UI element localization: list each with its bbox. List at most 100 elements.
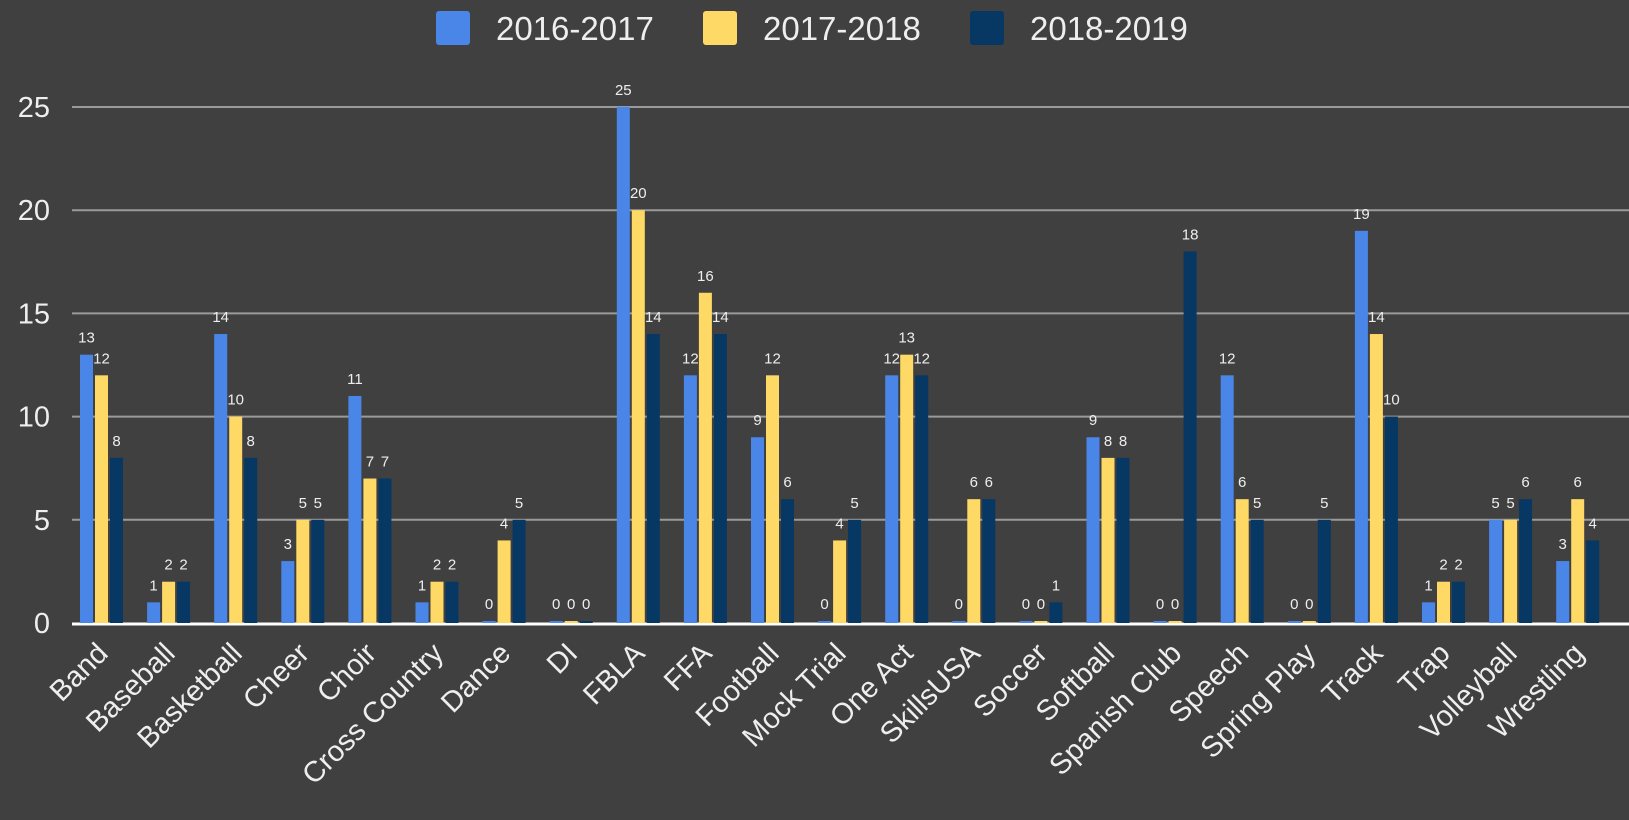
- data-label-cross-country-2017-2018: 2: [433, 557, 441, 574]
- data-label-football-2018-2019: 6: [783, 474, 791, 491]
- bar-volleyball-2018-2019[interactable]: [1519, 499, 1533, 623]
- bar-ffa-2016-2017[interactable]: [683, 375, 697, 623]
- bar-baseball-2018-2019[interactable]: [177, 581, 191, 623]
- bar-trap-2016-2017[interactable]: [1422, 602, 1435, 623]
- bar-speech-2017-2018[interactable]: [1235, 499, 1249, 623]
- bar-mock-trial-2018-2019[interactable]: [848, 519, 862, 623]
- bar-dance-2017-2018[interactable]: [497, 540, 511, 623]
- bar-speech-2016-2017[interactable]: [1220, 375, 1234, 623]
- bar-basketball-2018-2019[interactable]: [244, 457, 258, 623]
- bar-fbla-2018-2019[interactable]: [646, 334, 660, 623]
- bar-one-act-2018-2019[interactable]: [915, 375, 929, 623]
- bar-spring-play-2017-2018[interactable]: [1302, 621, 1316, 623]
- bar-ffa-2018-2019[interactable]: [713, 334, 727, 623]
- data-label-basketball-2018-2019: 8: [247, 433, 255, 450]
- legend-swatch-2016-2017[interactable]: [436, 11, 470, 45]
- bar-trap-2017-2018[interactable]: [1437, 581, 1450, 623]
- bar-choir-2017-2018[interactable]: [363, 478, 377, 623]
- bar-soccer-2018-2019[interactable]: [1049, 602, 1063, 623]
- data-label-volleyball-2017-2018: 5: [1506, 495, 1514, 512]
- bar-softball-2017-2018[interactable]: [1101, 457, 1115, 623]
- bar-dance-2018-2019[interactable]: [512, 519, 526, 623]
- bar-track-2018-2019[interactable]: [1384, 416, 1398, 623]
- data-label-spanish-club-2016-2017: 0: [1156, 596, 1164, 613]
- data-label-volleyball-2016-2017: 5: [1491, 495, 1499, 512]
- bar-soccer-2016-2017[interactable]: [1019, 621, 1033, 623]
- bar-track-2017-2018[interactable]: [1369, 334, 1383, 623]
- data-label-choir-2016-2017: 11: [347, 371, 363, 388]
- bar-choir-2016-2017[interactable]: [348, 395, 362, 623]
- bar-volleyball-2016-2017[interactable]: [1489, 519, 1503, 623]
- bar-spanish-club-2016-2017[interactable]: [1153, 621, 1167, 623]
- bar-speech-2018-2019[interactable]: [1250, 519, 1264, 623]
- bar-mock-trial-2017-2018[interactable]: [833, 540, 847, 623]
- legend-swatch-2017-2018[interactable]: [703, 11, 737, 45]
- bar-di-2016-2017[interactable]: [549, 621, 563, 623]
- bar-di-2017-2018[interactable]: [564, 621, 578, 623]
- data-label-wrestling-2016-2017: 3: [1559, 536, 1567, 553]
- bar-basketball-2016-2017[interactable]: [214, 334, 228, 623]
- bar-basketball-2017-2018[interactable]: [229, 416, 243, 623]
- bar-baseball-2016-2017[interactable]: [147, 602, 161, 623]
- data-label-fbla-2017-2018: 20: [630, 185, 647, 202]
- bar-track-2016-2017[interactable]: [1354, 230, 1368, 623]
- bar-football-2018-2019[interactable]: [781, 499, 794, 623]
- bar-soccer-2017-2018[interactable]: [1034, 621, 1048, 623]
- data-label-ffa-2017-2018: 16: [697, 268, 714, 285]
- bar-trap-2018-2019[interactable]: [1452, 581, 1465, 623]
- bar-spanish-club-2017-2018[interactable]: [1168, 621, 1182, 623]
- bar-spring-play-2016-2017[interactable]: [1287, 621, 1301, 623]
- x-tick-label-di: DI: [541, 637, 584, 680]
- data-label-mock-trial-2017-2018: 4: [835, 515, 843, 532]
- bar-one-act-2017-2018[interactable]: [900, 354, 914, 623]
- bar-skillsusa-2017-2018[interactable]: [967, 499, 981, 623]
- legend-swatch-2018-2019[interactable]: [970, 11, 1004, 45]
- data-label-speech-2017-2018: 6: [1238, 474, 1246, 491]
- bar-fbla-2016-2017[interactable]: [616, 107, 630, 623]
- bar-football-2016-2017[interactable]: [751, 437, 764, 623]
- bar-skillsusa-2018-2019[interactable]: [982, 499, 996, 623]
- data-label-football-2017-2018: 12: [764, 350, 781, 367]
- bar-ffa-2017-2018[interactable]: [698, 292, 712, 623]
- bar-one-act-2016-2017[interactable]: [885, 375, 899, 623]
- legend: 2016-2017 2017-2018 2018-2019: [436, 10, 1188, 47]
- data-label-football-2016-2017: 9: [753, 412, 761, 429]
- x-tick-label-cheer: Cheer: [237, 637, 316, 716]
- bar-mock-trial-2016-2017[interactable]: [818, 621, 832, 623]
- bar-choir-2018-2019[interactable]: [378, 478, 392, 623]
- bar-skillsusa-2016-2017[interactable]: [952, 621, 966, 623]
- legend-label-2016-2017[interactable]: 2016-2017: [496, 10, 654, 47]
- data-label-soccer-2017-2018: 0: [1037, 596, 1045, 613]
- y-tick-label-25: 25: [18, 92, 50, 124]
- bar-di-2018-2019[interactable]: [579, 621, 593, 623]
- data-label-dance-2018-2019: 5: [515, 495, 523, 512]
- bar-cross-country-2016-2017[interactable]: [415, 602, 429, 623]
- bar-wrestling-2016-2017[interactable]: [1556, 561, 1570, 623]
- bar-cross-country-2018-2019[interactable]: [445, 581, 459, 623]
- bar-volleyball-2017-2018[interactable]: [1504, 519, 1518, 623]
- bar-spring-play-2018-2019[interactable]: [1317, 519, 1331, 623]
- bar-band-2018-2019[interactable]: [110, 457, 123, 623]
- bar-wrestling-2018-2019[interactable]: [1586, 540, 1600, 623]
- bar-band-2017-2018[interactable]: [95, 375, 108, 623]
- bar-softball-2018-2019[interactable]: [1116, 457, 1130, 623]
- bar-cheer-2017-2018[interactable]: [296, 519, 310, 623]
- bar-cross-country-2017-2018[interactable]: [430, 581, 444, 623]
- bar-cheer-2016-2017[interactable]: [281, 561, 295, 623]
- legend-label-2018-2019[interactable]: 2018-2019: [1030, 10, 1188, 47]
- data-label-track-2016-2017: 19: [1353, 206, 1370, 223]
- bar-dance-2016-2017[interactable]: [482, 621, 496, 623]
- bar-cheer-2018-2019[interactable]: [311, 519, 325, 623]
- bar-softball-2016-2017[interactable]: [1086, 437, 1100, 623]
- bar-band-2016-2017[interactable]: [80, 354, 93, 623]
- data-label-wrestling-2018-2019: 4: [1589, 515, 1597, 532]
- y-axis: 0 5 10 15 20 25: [18, 92, 50, 640]
- bar-wrestling-2017-2018[interactable]: [1571, 499, 1585, 623]
- data-label-soccer-2016-2017: 0: [1022, 596, 1030, 613]
- bar-football-2017-2018[interactable]: [766, 375, 779, 623]
- bar-fbla-2017-2018[interactable]: [631, 210, 645, 623]
- data-label-speech-2018-2019: 5: [1253, 495, 1261, 512]
- legend-label-2017-2018[interactable]: 2017-2018: [763, 10, 921, 47]
- bar-spanish-club-2018-2019[interactable]: [1183, 251, 1197, 624]
- bar-baseball-2017-2018[interactable]: [162, 581, 176, 623]
